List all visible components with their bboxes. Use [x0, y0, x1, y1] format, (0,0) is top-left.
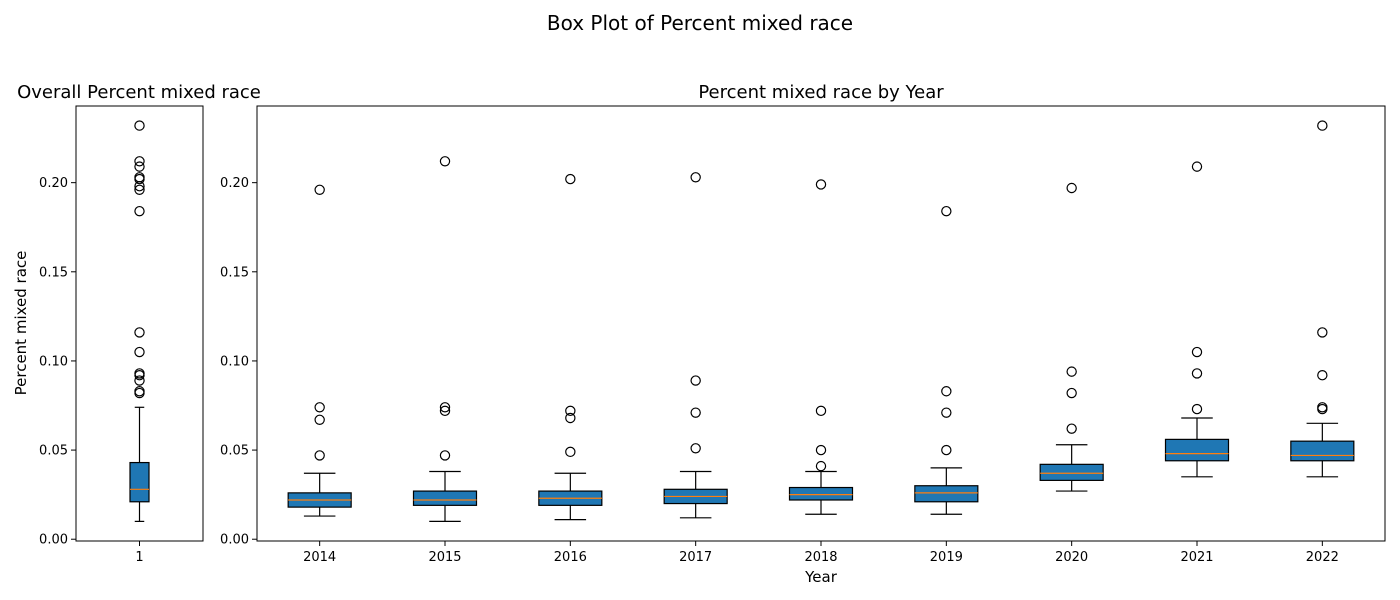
overall-outlier [134, 161, 145, 172]
year-outlier [941, 407, 952, 418]
figure-title: Box Plot of Percent mixed race [547, 11, 853, 35]
year-outlier [565, 405, 576, 417]
year-outlier [1191, 161, 1203, 172]
overall-outlier [134, 156, 145, 167]
year-outlier [815, 405, 827, 417]
overall-y-tick-label: 0.20 [39, 176, 68, 191]
year-x-tick-label: 2015 [428, 550, 461, 565]
year-outlier [565, 173, 576, 185]
year-box-2018 [788, 486, 854, 501]
year-outlier [1066, 366, 1077, 377]
year-y-tick-label: 0.00 [220, 533, 249, 548]
year-x-tick-label: 2014 [303, 550, 336, 565]
overall-y-tick-label: 0.15 [39, 265, 68, 280]
year-outlier [690, 172, 701, 183]
year-outlier [690, 375, 701, 386]
year-x-tick-label: 2017 [679, 550, 712, 565]
year-outlier [314, 414, 325, 425]
year-y-tick-label: 0.15 [220, 265, 249, 280]
year-x-tick-label: 2021 [1180, 550, 1213, 565]
year-outlier [314, 402, 325, 413]
overall-outlier [134, 368, 145, 379]
overall-outlier [134, 205, 145, 217]
overall-panel: Overall Percent mixed race Percent mixed… [12, 82, 261, 565]
year-outlier [1066, 182, 1077, 194]
year-outlier [941, 205, 952, 217]
by-year-panel: Percent mixed race by Year Year 0.00 0.05… [220, 82, 1386, 586]
year-outlier [439, 402, 451, 413]
year-outlier [439, 405, 451, 417]
year-outlier [941, 386, 952, 397]
year-outlier [314, 450, 325, 461]
overall-y-tick-label: 0.10 [39, 354, 68, 369]
year-outlier [690, 407, 701, 418]
overall-panel-title: Overall Percent mixed race [17, 82, 261, 103]
year-outlier [439, 156, 451, 167]
year-axes-frame [256, 105, 1386, 542]
year-outlier [1066, 423, 1077, 434]
overall-y-tick-label: 0.05 [39, 444, 68, 459]
year-y-tick-label: 0.05 [220, 444, 249, 459]
overall-axes-frame [75, 105, 204, 542]
year-x-tick-label: 2022 [1306, 550, 1339, 565]
year-box-2019 [914, 485, 979, 503]
overall-outlier [134, 184, 145, 195]
overall-outlier [134, 375, 145, 386]
year-outlier [1317, 370, 1328, 381]
year-y-tick-label: 0.10 [220, 354, 249, 369]
overall-y-axis-label: Percent mixed race [12, 251, 30, 396]
year-outlier [815, 460, 827, 472]
year-x-tick-label: 2018 [804, 550, 837, 565]
overall-outlier [134, 120, 145, 131]
year-outlier [565, 412, 576, 424]
year-outlier [941, 444, 952, 456]
year-outlier [1191, 346, 1203, 358]
overall-outlier [134, 172, 145, 183]
year-box-2020 [1039, 463, 1104, 481]
year-y-tick-label: 0.20 [220, 176, 249, 191]
year-box-2021 [1164, 438, 1230, 462]
year-outlier [439, 450, 451, 461]
year-outlier [1066, 387, 1077, 399]
year-outlier [1317, 120, 1328, 131]
year-box-2015 [412, 490, 478, 506]
year-outlier [690, 443, 701, 454]
year-x-tick-label: 2016 [554, 550, 587, 565]
year-x-tick-label: 2020 [1055, 550, 1088, 565]
overall-box-1 [129, 461, 150, 503]
overall-outlier [134, 386, 145, 397]
year-x-tick-label: 2019 [930, 550, 963, 565]
overall-x-tick-label: 1 [135, 550, 143, 565]
by-year-panel-title: Percent mixed race by Year [698, 82, 944, 103]
year-outlier [815, 444, 827, 456]
year-outlier [565, 446, 576, 458]
year-outlier [1317, 402, 1328, 413]
year-outlier [815, 179, 827, 190]
overall-outlier [134, 346, 145, 358]
year-outlier [1317, 327, 1328, 338]
by-year-x-axis-label: Year [804, 568, 838, 586]
year-outlier [1191, 403, 1203, 415]
overall-outlier [134, 327, 145, 338]
year-box-2022 [1290, 440, 1355, 462]
year-outlier [1191, 368, 1203, 379]
overall-y-tick-label: 0.00 [39, 533, 68, 548]
year-outlier [314, 184, 325, 195]
